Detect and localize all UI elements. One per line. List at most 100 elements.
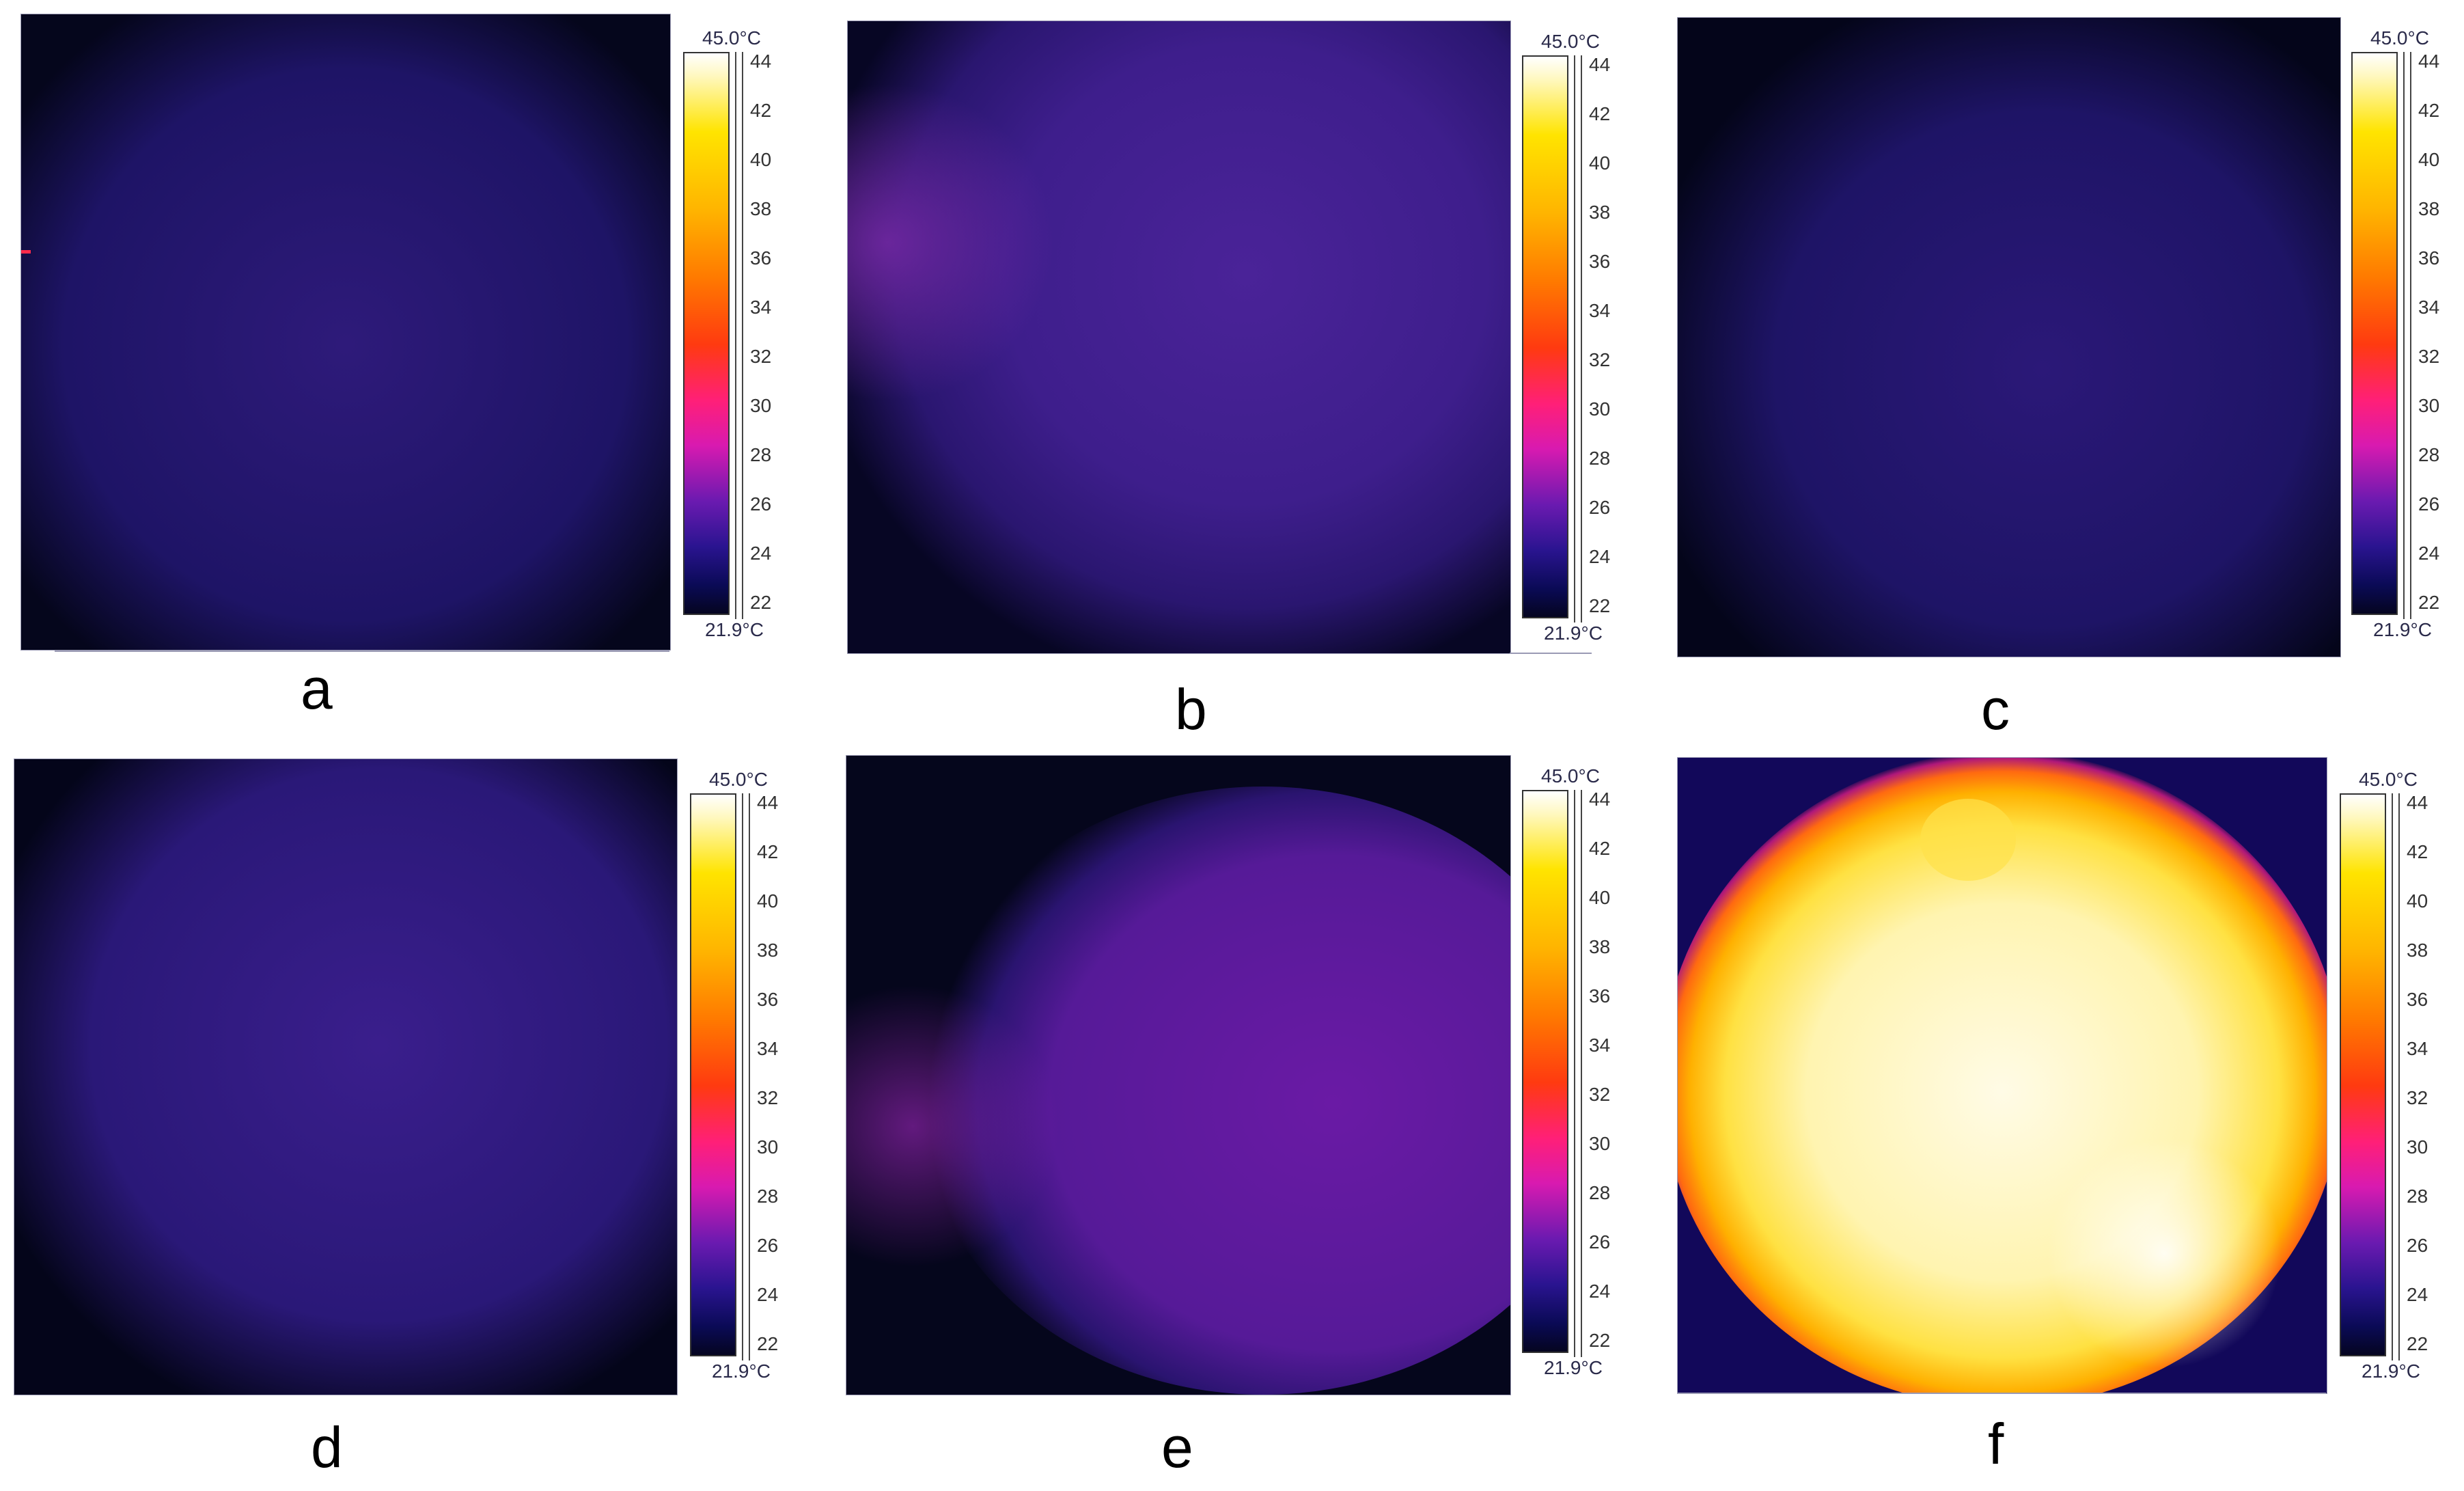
colorbar-tick-label: 34 xyxy=(1589,1035,1611,1056)
colorbar-max-label: 45.0°C xyxy=(1541,765,1600,786)
colorbar-tick-label: 22 xyxy=(2407,1333,2428,1354)
colorbar-tick-label: 36 xyxy=(1589,251,1611,272)
colorbar-tick-label: 44 xyxy=(2418,51,2440,72)
colorbar-tick-label: 28 xyxy=(2407,1186,2428,1207)
colorbar-tick-label: 32 xyxy=(750,346,772,367)
colorbar-tick-label: 24 xyxy=(757,1284,779,1305)
colorbar-tick-label: 24 xyxy=(750,543,772,564)
colorbar-tick-label: 40 xyxy=(1589,887,1611,908)
colorbar-max-label: 45.0°C xyxy=(709,769,768,790)
colorbar-tick-label: 32 xyxy=(1589,349,1611,370)
panel-e xyxy=(846,755,1652,1438)
panel-c xyxy=(1677,17,2464,700)
colorbar-tick-label: 36 xyxy=(2418,247,2440,269)
colorbar-tick-label: 30 xyxy=(757,1136,779,1158)
thermal-image-b xyxy=(847,20,1511,654)
caption-a: a xyxy=(301,657,333,721)
colorbar-tick-label: 36 xyxy=(757,989,779,1010)
colorbar-tick-label: 24 xyxy=(1589,1281,1611,1302)
thermal-image-c xyxy=(1677,17,2341,657)
colorbar-tick-label: 42 xyxy=(757,841,779,862)
colorbar-tick-label: 42 xyxy=(1589,838,1611,859)
colorbar-tick-label: 38 xyxy=(2407,940,2428,961)
thermal-image-e xyxy=(846,755,1511,1395)
colorbar-tick-label: 34 xyxy=(2418,297,2440,318)
colorbar-gradient xyxy=(1522,790,1568,1353)
colorbar-tick-label: 44 xyxy=(757,792,779,813)
colorbar-tick-label: 32 xyxy=(1589,1084,1611,1105)
colorbar-max-label: 45.0°C xyxy=(2359,769,2418,790)
colorbar-tick-label: 42 xyxy=(1589,103,1611,124)
colorbar-tick-label: 40 xyxy=(2418,149,2440,170)
colorbar-tick-label: 40 xyxy=(2407,890,2428,912)
colorbar-tick-label: 24 xyxy=(2418,543,2440,564)
colorbar-tick-label: 26 xyxy=(2418,493,2440,515)
thermal-image-d xyxy=(14,758,678,1395)
colorbar-tick-label: 26 xyxy=(757,1235,779,1256)
colorbar-frame xyxy=(735,52,743,619)
colorbar-tick-label: 26 xyxy=(1589,497,1611,518)
colorbar-tick-label: 38 xyxy=(2418,198,2440,219)
colorbar-tick-label: 44 xyxy=(1589,789,1611,810)
colorbar-tick-label: 28 xyxy=(750,444,772,465)
colorbar-tick-label: 30 xyxy=(1589,398,1611,420)
colorbar-tick-label: 34 xyxy=(2407,1038,2428,1059)
colorbar-gradient xyxy=(1522,55,1568,618)
colorbar-tick-label: 30 xyxy=(750,395,772,416)
colorbar-tick-label: 34 xyxy=(757,1038,779,1059)
colorbar-tick-label: 28 xyxy=(1589,448,1611,469)
colorbar-tick-label: 26 xyxy=(2407,1235,2428,1256)
colorbar-max-label: 45.0°C xyxy=(702,27,761,49)
colorbar-tick-label: 28 xyxy=(757,1186,779,1207)
colorbar-tick-label: 36 xyxy=(750,247,772,269)
colorbar-tick-label: 42 xyxy=(2418,100,2440,121)
colorbar-gradient xyxy=(690,793,736,1356)
caption-b: b xyxy=(1175,677,1207,741)
panel-d xyxy=(14,758,820,1442)
colorbar-gradient xyxy=(2340,793,2386,1356)
colorbar-min-label: 21.9°C xyxy=(2362,1360,2420,1382)
colorbar-min-label: 21.9°C xyxy=(1544,623,1603,644)
colorbar-tick-label: 22 xyxy=(2418,592,2440,613)
colorbar-min-label: 21.9°C xyxy=(705,619,764,640)
colorbar-max-label: 45.0°C xyxy=(1541,31,1600,52)
colorbar-frame xyxy=(1574,55,1582,623)
colorbar-tick-label: 24 xyxy=(1589,546,1611,567)
colorbar-tick-label: 22 xyxy=(1589,1330,1611,1351)
colorbar-tick-label: 38 xyxy=(1589,202,1611,223)
colorbar-frame xyxy=(2392,793,2400,1360)
colorbar-tick-label: 28 xyxy=(1589,1182,1611,1203)
panel-b xyxy=(847,20,1653,704)
caption-e: e xyxy=(1161,1415,1193,1479)
colorbar-frame xyxy=(2403,52,2411,619)
colorbar-tick-label: 26 xyxy=(1589,1231,1611,1253)
thermal-image-a xyxy=(20,14,671,651)
caption-f: f xyxy=(1988,1412,2004,1476)
colorbar-tick-label: 30 xyxy=(1589,1133,1611,1154)
colorbar-tick-label: 24 xyxy=(2407,1284,2428,1305)
colorbar-min-label: 21.9°C xyxy=(712,1360,771,1382)
colorbar-tick-label: 40 xyxy=(757,890,779,912)
thermal-image-f xyxy=(1677,757,2327,1394)
colorbar-tick-label: 44 xyxy=(1589,54,1611,75)
colorbar-tick-label: 22 xyxy=(1589,595,1611,616)
colorbar-tick-label: 30 xyxy=(2418,395,2440,416)
colorbar-frame xyxy=(1574,790,1582,1357)
colorbar-min-label: 21.9°C xyxy=(1544,1357,1603,1378)
colorbar-tick-label: 44 xyxy=(2407,792,2428,813)
colorbar-tick-label: 40 xyxy=(750,149,772,170)
colorbar-tick-label: 26 xyxy=(750,493,772,515)
colorbar-tick-label: 22 xyxy=(757,1333,779,1354)
colorbar-tick-label: 22 xyxy=(750,592,772,613)
colorbar-tick-label: 42 xyxy=(2407,841,2428,862)
colorbar-gradient xyxy=(2351,52,2398,615)
colorbar-tick-label: 38 xyxy=(757,940,779,961)
colorbar-tick-label: 28 xyxy=(2418,444,2440,465)
colorbar-max-label: 45.0°C xyxy=(2370,27,2429,49)
colorbar-tick-label: 36 xyxy=(2407,989,2428,1010)
colorbar-tick-label: 42 xyxy=(750,100,772,121)
colorbar-tick-label: 36 xyxy=(1589,985,1611,1007)
panel-f xyxy=(1677,757,2464,1440)
panel-a xyxy=(20,14,827,697)
colorbar-tick-label: 32 xyxy=(757,1087,779,1108)
